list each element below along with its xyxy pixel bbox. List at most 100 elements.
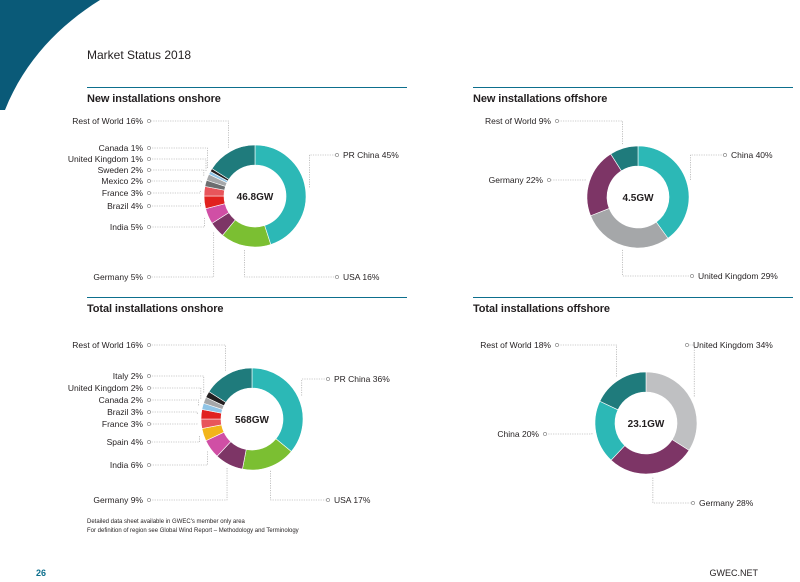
donut-chart: United Kingdom 34% Germany 28% China 20% Re… [480,340,773,508]
leader-usa [270,470,328,501]
label-germany: Germany 22% [489,175,544,185]
leader-pr-china [309,154,337,188]
leader-dot-united-kingdom [690,274,694,278]
label-rest-of-world: Rest of World 16% [72,340,143,350]
panel-divider [87,87,407,88]
chart-total-onshore: Total installations onshore PR China 36%… [68,297,407,507]
leader-united-kingdom [149,158,207,172]
leader-usa [244,250,337,278]
label-pr-china: PR China 45% [343,150,399,160]
leader-dot-rest-of-world [555,119,559,123]
leader-dot-brazil [147,410,151,414]
label-mexico: Mexico 2% [101,176,143,186]
label-usa: USA 16% [343,272,380,282]
leader-dot-sweden [147,168,151,172]
label-canada: Canada 2% [99,395,144,405]
leader-dot-pr-china [335,153,339,157]
label-united-kingdom: United Kingdom 34% [693,340,773,350]
label-france: France 3% [102,419,144,429]
leader-dot-india [147,225,151,229]
label-china: China 40% [731,150,773,160]
label-rest-of-world: Rest of World 9% [485,116,551,126]
leader-dot-usa [335,275,339,279]
leader-canada [149,147,208,169]
leader-rest-of-world [149,344,226,371]
leader-dot-france [147,191,151,195]
label-united-kingdom: United Kingdom 29% [698,271,778,281]
leader-united-kingdom [622,249,692,277]
chart-title: New installations offshore [473,93,608,105]
leader-dot-brazil [147,204,151,208]
leader-india [149,451,208,466]
label-india: India 5% [110,222,144,232]
brand-url: GWEC.NET [709,568,759,578]
center-total-label: 4.5GW [622,193,654,204]
leader-dot-united-kingdom [147,157,151,161]
leader-brazil [149,202,201,207]
panel-divider [473,87,793,88]
leader-united-kingdom [149,387,202,399]
leader-dot-canada [147,146,151,150]
leader-mexico [149,180,203,183]
label-spain: Spain 4% [107,437,144,447]
donut-chart: PR China 45% USA 16% Germany 5% India 5% Bra… [68,116,399,282]
leader-dot-italy [147,374,151,378]
chart-total-offshore: Total installations offshore United King… [473,297,793,508]
label-usa: USA 17% [334,495,371,505]
leader-united-kingdom [687,344,695,397]
leader-dot-france [147,422,151,426]
slice-rest-of-world [599,371,647,411]
chart-title: Total installations onshore [87,303,224,315]
leader-dot-usa [326,498,330,502]
label-united-kingdom: United Kingdom 1% [68,154,144,164]
label-pr-china: PR China 36% [334,374,390,384]
label-canada: Canada 1% [99,143,144,153]
leader-rest-of-world [557,344,617,377]
center-total-label: 568GW [235,415,269,426]
leader-brazil [149,411,198,414]
slice-united-kingdom [590,208,669,249]
leader-dot-india [147,463,151,467]
slice-china [637,145,690,239]
label-france: France 3% [102,188,144,198]
label-india: India 6% [110,460,144,470]
label-rest-of-world: Rest of World 16% [72,116,143,126]
donut-chart: PR China 36% USA 17% Germany 9% India 6% Spa… [68,340,390,505]
label-italy: Italy 2% [113,371,144,381]
leader-dot-rest-of-world [147,119,151,123]
leader-dot-united-kingdom [147,386,151,390]
chart-new-onshore: New installations onshore PR China 45% US… [68,87,407,297]
leader-dot-rest-of-world [555,343,559,347]
slice-rest-of-world [208,367,253,403]
leader-china [690,154,725,181]
leader-canada [149,399,200,406]
slice-rest-of-world [211,144,256,180]
leader-sweden [149,169,205,176]
leader-spain [149,435,200,443]
leader-dot-germany [147,275,151,279]
chart-title: Total installations offshore [473,303,610,315]
leader-dot-mexico [147,179,151,183]
leader-dot-spain [147,440,151,444]
leader-dot-canada [147,398,151,402]
chart-new-offshore: New installations offshore China 40% Unit… [473,87,793,297]
leader-dot-china [543,432,547,436]
leader-rest-of-world [557,120,623,145]
leader-france [149,190,201,194]
panel-divider [87,297,407,298]
label-united-kingdom: United Kingdom 2% [68,383,144,393]
leader-dot-pr-china [326,377,330,381]
label-sweden: Sweden 2% [98,165,144,175]
center-total-label: 46.8GW [237,192,274,203]
corner-decoration [0,0,100,110]
label-germany: Germany 5% [93,272,143,282]
leader-italy [149,375,205,393]
footnote-definition: For definition of region see Global Wind… [87,528,299,534]
panel-divider [473,297,793,298]
leader-pr-china [301,378,328,396]
leader-rest-of-world [149,120,229,148]
label-brazil: Brazil 4% [107,201,143,211]
page-title: Market Status 2018 [87,48,192,62]
slice-pr-china [254,144,307,245]
leader-dot-germany [691,501,695,505]
